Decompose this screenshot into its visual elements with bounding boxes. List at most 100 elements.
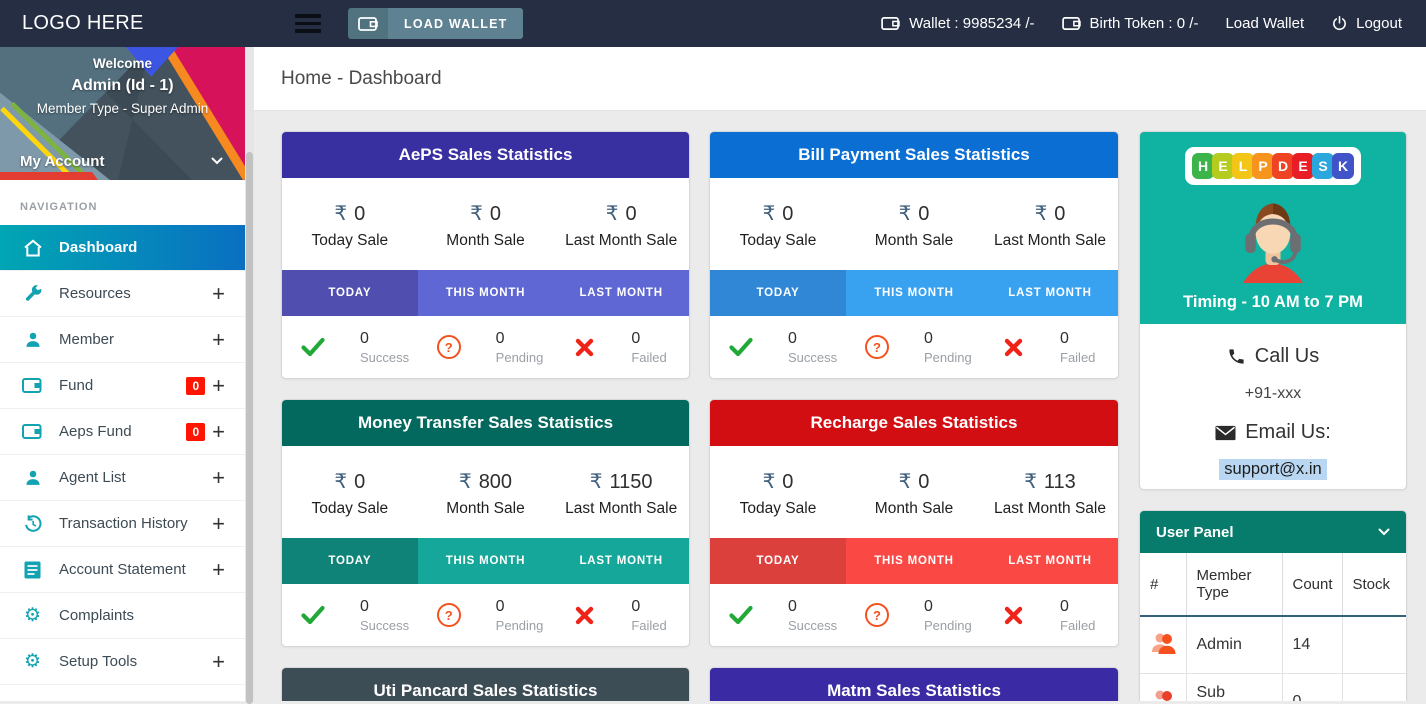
hamburger-menu-icon[interactable] xyxy=(295,14,321,33)
main-content: Home - Dashboard AePS Sales Statistics ₹… xyxy=(254,47,1426,701)
tab-last-month[interactable]: LAST MONTH xyxy=(579,555,663,567)
tab-today[interactable]: TODAY xyxy=(282,538,418,584)
rupee-symbol: ₹ xyxy=(589,470,603,493)
load-wallet-button[interactable]: LOAD WALLET xyxy=(348,8,524,39)
admin-name: Admin (Id - 1) xyxy=(71,77,174,94)
sidebar-item-agent-list[interactable]: Agent List + xyxy=(0,454,245,500)
tab-this-month[interactable]: THIS MONTH xyxy=(874,287,954,299)
table-header-row: # Member Type Count Stock xyxy=(1140,553,1406,617)
sidebar: Welcome Admin (Id - 1) Member Type - Sup… xyxy=(0,47,245,701)
period-tabs: TODAY THIS MONTH LAST MONTH xyxy=(710,270,1118,316)
expand-plus-icon[interactable]: + xyxy=(212,418,225,444)
tab-this-month[interactable]: THIS MONTH xyxy=(445,555,526,567)
tab-last-month[interactable]: LAST MONTH xyxy=(1008,287,1092,299)
tab-this-month[interactable]: THIS MONTH xyxy=(445,287,526,299)
expand-plus-icon[interactable]: + xyxy=(212,464,225,490)
aeps-fund-badge: 0 xyxy=(186,422,206,441)
gear-icon: ⚙ xyxy=(23,605,42,626)
load-wallet-link[interactable]: Load Wallet xyxy=(1225,15,1305,32)
period-tabs: TODAY THIS MONTH LAST MONTH xyxy=(282,538,689,584)
today-sale-stat: ₹0 Today Sale xyxy=(311,202,389,249)
sidebar-item-complaints[interactable]: ⚙ Complaints xyxy=(0,592,245,638)
stat-card-matm: Matm Sales Statistics xyxy=(709,667,1119,701)
rupee-symbol: ₹ xyxy=(898,202,912,225)
breadcrumb: Home - Dashboard xyxy=(254,47,1426,111)
tab-last-month[interactable]: LAST MONTH xyxy=(1008,555,1092,567)
sidebar-item-resources[interactable]: Resources + xyxy=(0,270,245,316)
call-us-label: Call Us xyxy=(1254,345,1320,367)
expand-plus-icon[interactable]: + xyxy=(212,648,225,674)
sidebar-item-partial xyxy=(0,684,245,701)
rupee-symbol: ₹ xyxy=(605,202,619,225)
helpdesk-letter: E xyxy=(1292,153,1314,179)
email-us-line: Email Us: xyxy=(1140,421,1406,444)
month-sale-stat: ₹0 Month Sale xyxy=(874,202,954,249)
top-navbar: LOGO HERE LOAD WALLET Wallet : 9985234 /… xyxy=(0,0,1426,47)
member-icon-cell xyxy=(1140,673,1187,701)
wallet-balance-label: Wallet : 9985234 /- xyxy=(909,15,1035,32)
pending-status: ? 0 Pending xyxy=(846,598,982,633)
period-tabs: TODAY THIS MONTH LAST MONTH xyxy=(710,538,1118,584)
phone-number: +91-xxx xyxy=(1244,385,1302,402)
rupee-symbol: ₹ xyxy=(470,202,483,225)
success-status: 0 Success xyxy=(710,330,846,365)
power-icon xyxy=(1333,15,1347,31)
today-sale-stat: ₹0 Today Sale xyxy=(739,202,817,249)
sidebar-item-transaction-history[interactable]: Transaction History + xyxy=(0,500,245,546)
stock-cell xyxy=(1342,616,1406,674)
expand-plus-icon[interactable]: + xyxy=(212,372,225,398)
member-type-text: Member Type - Super Admin xyxy=(36,101,209,116)
tab-today[interactable]: TODAY xyxy=(282,270,418,316)
sidebar-item-account-statement[interactable]: Account Statement + xyxy=(0,546,245,592)
my-account-label: My Account xyxy=(20,152,105,170)
user-panel-card: User Panel # Member Type Count Stock xyxy=(1139,510,1407,701)
column-count: Count xyxy=(1282,553,1343,617)
rupee-symbol: ₹ xyxy=(762,202,776,225)
admin-users-icon xyxy=(1152,633,1176,654)
sidebar-item-setup-tools[interactable]: ⚙ Setup Tools + xyxy=(0,638,245,684)
column-member-type: Member Type xyxy=(1186,553,1283,617)
tab-this-month[interactable]: THIS MONTH xyxy=(874,555,954,567)
birth-token[interactable]: Birth Token : 0 /- xyxy=(1061,15,1198,32)
wallet-icon xyxy=(881,17,900,30)
expand-plus-icon[interactable]: + xyxy=(212,326,225,352)
helpdesk-letter: L xyxy=(1232,153,1254,179)
expand-plus-icon[interactable]: + xyxy=(212,280,225,306)
my-account-dropdown[interactable]: My Account xyxy=(0,142,245,180)
failed-status: 0 Failed xyxy=(553,330,689,365)
expand-plus-icon[interactable]: + xyxy=(212,510,225,536)
person-icon xyxy=(21,466,44,489)
sidebar-item-aeps-fund[interactable]: Aeps Fund 0 + xyxy=(0,408,245,454)
wallet-balance[interactable]: Wallet : 9985234 /- xyxy=(881,15,1035,32)
person-icon xyxy=(21,328,44,351)
stat-card-recharge: Recharge Sales Statistics ₹0 Today Sale … xyxy=(709,399,1119,647)
pending-status: ? 0 Pending xyxy=(418,598,554,633)
last-month-sale-stat: ₹0 Last Month Sale xyxy=(993,202,1106,249)
expand-plus-icon[interactable]: + xyxy=(212,556,225,582)
sidebar-item-member[interactable]: Member + xyxy=(0,316,245,362)
welcome-text: Welcome xyxy=(92,56,153,71)
helpdesk-timing: Timing - 10 AM to 7 PM xyxy=(1183,293,1363,311)
logout-button[interactable]: Logout xyxy=(1331,15,1402,32)
last-month-sale-stat: ₹0 Last Month Sale xyxy=(565,202,678,249)
wallet-icon xyxy=(21,420,44,443)
tab-today[interactable]: TODAY xyxy=(710,538,846,584)
user-panel-header[interactable]: User Panel xyxy=(1140,511,1406,553)
sidebar-item-fund[interactable]: Fund 0 + xyxy=(0,362,245,408)
sidebar-item-dashboard[interactable]: Dashboard xyxy=(0,225,245,270)
today-sale-stat: ₹0 Today Sale xyxy=(311,470,389,517)
support-agent-illustration xyxy=(1243,203,1303,283)
tab-last-month[interactable]: LAST MONTH xyxy=(579,287,663,299)
tab-today[interactable]: TODAY xyxy=(710,270,846,316)
sidebar-scrollbar-thumb[interactable] xyxy=(246,152,253,704)
last-month-sale-stat: ₹1150 Last Month Sale xyxy=(565,470,678,517)
today-sale-stat: ₹0 Today Sale xyxy=(739,470,817,517)
month-sale-stat: ₹0 Month Sale xyxy=(446,202,525,249)
wrench-icon xyxy=(21,282,44,305)
rupee-symbol: ₹ xyxy=(334,470,348,493)
table-row: Admin 14 xyxy=(1140,616,1406,674)
support-email-link[interactable]: support@x.in xyxy=(1219,459,1327,480)
rupee-symbol: ₹ xyxy=(1024,470,1037,493)
home-icon xyxy=(21,236,44,259)
chevron-down-icon xyxy=(211,157,223,165)
